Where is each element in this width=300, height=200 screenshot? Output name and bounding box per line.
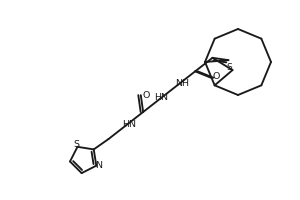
Text: O: O (143, 91, 150, 100)
Text: HN: HN (122, 120, 136, 129)
Text: O: O (213, 72, 220, 81)
Text: NH: NH (175, 79, 189, 88)
Text: N: N (95, 161, 102, 170)
Text: HN: HN (154, 93, 169, 102)
Text: S: S (227, 63, 233, 72)
Text: S: S (74, 140, 80, 149)
